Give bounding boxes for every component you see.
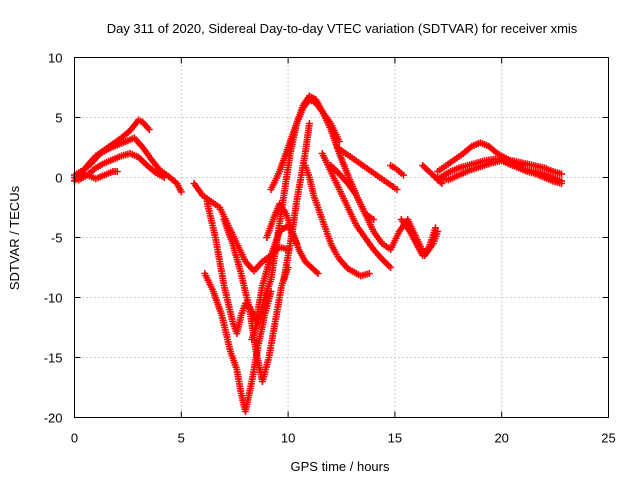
data-point (393, 186, 401, 193)
y-tick-label: 5 (55, 111, 62, 126)
plot-frame (74, 57, 609, 418)
data-point (145, 126, 153, 133)
y-axis-label: SDTVAR / TECUs (7, 185, 22, 290)
y-tick-label: -20 (44, 411, 63, 426)
series-arc-14 (318, 150, 395, 271)
series-arc-19 (397, 216, 439, 259)
series-arc-7 (201, 270, 275, 415)
y-tick-labels: 10 5 0 -5 -10 -15 -20 (44, 51, 63, 426)
x-tick-labels: 0 5 10 15 20 25 (71, 431, 616, 446)
series-arc-2 (71, 134, 185, 196)
x-tick-label: 15 (388, 431, 402, 446)
data-point (177, 188, 185, 196)
y-tick-label: 10 (48, 51, 62, 66)
grid (74, 57, 609, 418)
y-tick-label: -5 (51, 231, 63, 246)
x-tick-label: 20 (494, 431, 508, 446)
series-arc-16 (327, 162, 442, 259)
data-point (160, 174, 168, 181)
data-point (387, 264, 395, 271)
data-point (314, 270, 322, 277)
series-arc-17 (387, 162, 407, 179)
x-tick-label: 25 (601, 431, 615, 446)
data-point (399, 171, 407, 179)
series-arc-13 (301, 162, 373, 280)
data-marks (71, 92, 566, 415)
series-arc-12 (263, 200, 322, 277)
data-point (431, 224, 439, 232)
series-arc-23 (515, 164, 566, 187)
x-tick-label: 5 (178, 431, 185, 446)
series-arc-15 (333, 144, 401, 193)
data-point (558, 180, 566, 187)
x-tick-label: 0 (71, 431, 78, 446)
data-point (305, 120, 313, 127)
data-point (113, 168, 121, 175)
series-arc-10 (267, 96, 378, 223)
data-point (558, 170, 566, 178)
x-tick-label: 10 (281, 431, 295, 446)
y-tick-label: 0 (55, 171, 62, 186)
y-tick-label: -10 (44, 291, 63, 306)
y-tick-label: -15 (44, 351, 63, 366)
chart-title: Day 311 of 2020, Sidereal Day-to-day VTE… (107, 21, 578, 36)
series-arc-11 (280, 120, 313, 283)
x-axis-label: GPS time / hours (291, 459, 390, 474)
series-arc-21 (434, 139, 527, 175)
data-point (365, 270, 373, 277)
